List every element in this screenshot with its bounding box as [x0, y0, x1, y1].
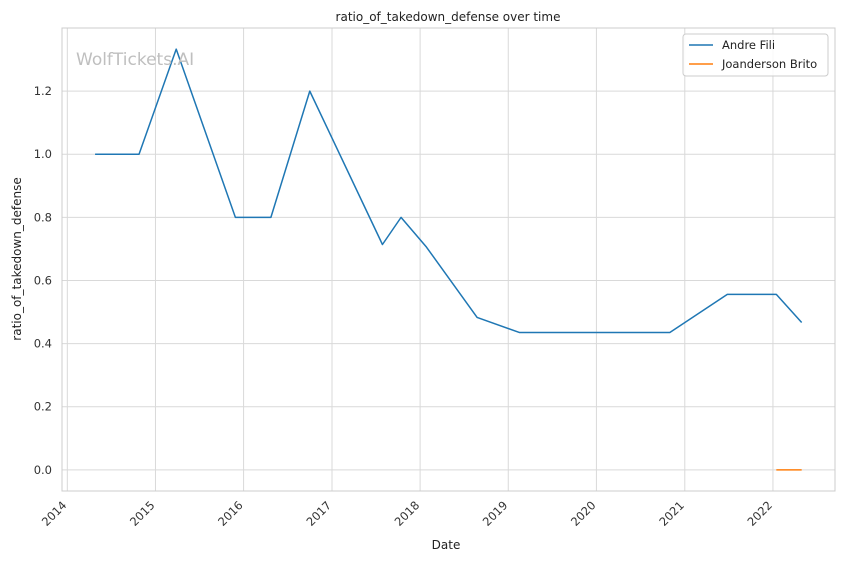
plot-area-frame — [62, 28, 835, 491]
y-tick-label: 0.2 — [34, 400, 52, 414]
x-tick-label: 2019 — [480, 498, 511, 529]
legend: Andre Fili Joanderson Brito — [683, 34, 828, 76]
grid-lines — [62, 28, 835, 491]
x-tick-label: 2018 — [392, 498, 423, 529]
x-tick-label: 2015 — [127, 498, 158, 529]
y-tick-label: 0.8 — [34, 210, 52, 224]
x-axis-title: Date — [432, 538, 461, 552]
y-tick-label: 0.6 — [34, 273, 52, 287]
y-tick-label: 0.4 — [34, 337, 52, 351]
x-tick-label: 2021 — [656, 498, 687, 529]
legend-label-andre-fili: Andre Fili — [722, 38, 775, 52]
watermark-text: WolfTickets.AI — [76, 50, 194, 70]
x-tick-label: 2017 — [303, 498, 334, 529]
y-tick-label: 1.0 — [34, 147, 52, 161]
y-axis-title: ratio_of_takedown_defense — [10, 177, 24, 340]
legend-label-joanderson-brito: Joanderson Brito — [721, 57, 817, 71]
x-tick-label: 2014 — [39, 498, 70, 529]
y-axis-ticks: 0.0 0.2 0.4 0.6 0.8 1.0 1.2 — [34, 84, 52, 477]
x-tick-label: 2022 — [744, 498, 775, 529]
x-tick-label: 2016 — [215, 498, 246, 529]
x-axis-ticks: 2014 2015 2016 2017 2018 2019 2020 2021 2022 — [39, 498, 775, 529]
series-line-andre-fili — [95, 49, 802, 332]
chart-title: ratio_of_takedown_defense over time — [336, 10, 561, 24]
x-tick-label: 2020 — [568, 498, 599, 529]
y-tick-label: 1.2 — [34, 84, 52, 98]
y-tick-label: 0.0 — [34, 463, 52, 477]
